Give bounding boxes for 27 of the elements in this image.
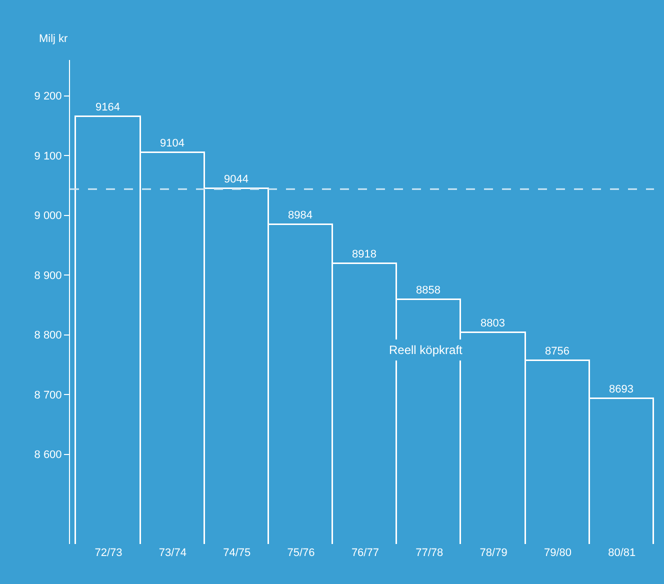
y-tick-label: 8 700 (34, 389, 62, 402)
y-tick-label: 9 000 (34, 210, 62, 222)
data-label: 9044 (224, 173, 248, 186)
data-label: 9164 (96, 101, 120, 114)
data-label: 8803 (480, 317, 505, 330)
x-tick-label: 75/76 (287, 547, 315, 559)
data-label: 8858 (416, 284, 440, 296)
y-tick-label: 8 600 (34, 449, 62, 462)
x-tick-label: 77/78 (416, 547, 444, 559)
data-label: 8918 (352, 248, 376, 260)
data-label: 8756 (545, 345, 570, 358)
y-tick-label: 9 200 (34, 90, 62, 103)
y-tick-label: 8 900 (34, 270, 62, 282)
x-tick-label: 74/75 (223, 547, 251, 559)
data-label: 8984 (288, 209, 312, 222)
y-tick-label: 9 100 (34, 150, 62, 162)
data-label: 9104 (160, 137, 184, 150)
x-tick-label: 73/74 (158, 547, 186, 559)
data-label: 8693 (609, 383, 634, 396)
x-tick-label: 79/80 (544, 547, 572, 559)
x-tick-label: 80/81 (608, 547, 636, 559)
annotation: Reell köpkraft (389, 343, 464, 357)
y-axis-title: Milj kr (39, 33, 68, 45)
x-tick-label: 76/77 (351, 547, 379, 559)
x-tick-label: 78/79 (480, 547, 508, 559)
y-tick-label: 8 800 (34, 330, 62, 342)
x-tick-label: 72/73 (94, 547, 122, 559)
